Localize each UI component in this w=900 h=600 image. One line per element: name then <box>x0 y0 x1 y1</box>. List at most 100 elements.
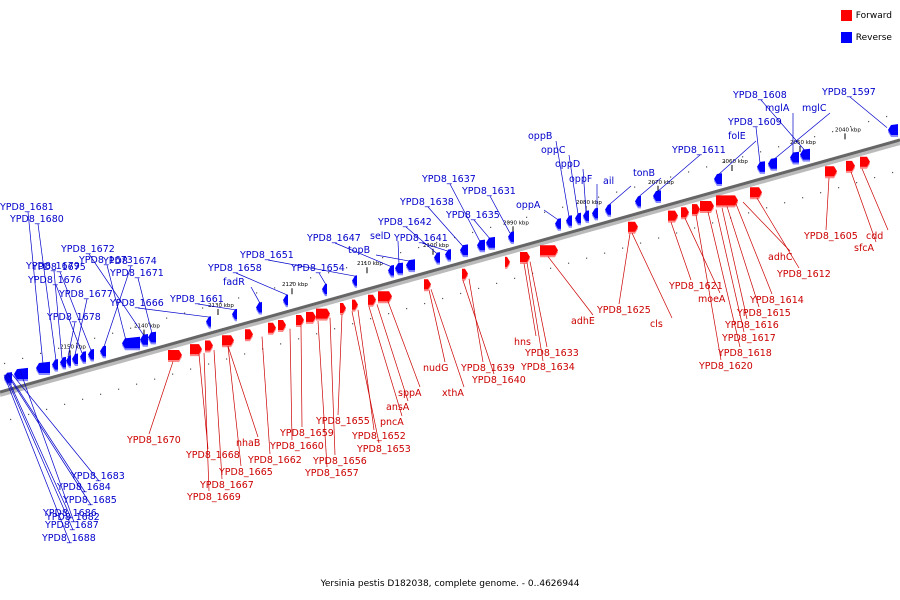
gene-label-reverse: YPD8_1666 <box>109 298 164 309</box>
forward-gene <box>352 299 358 310</box>
guide-dot <box>526 216 528 218</box>
gene-label-forward: YPD8_1639 <box>460 363 515 374</box>
gene-label-forward: cdd <box>866 231 883 242</box>
leader-line <box>397 240 400 265</box>
tick-label: 2060 kbp <box>722 159 748 165</box>
gene-label-reverse: YPD8_1638 <box>399 197 454 208</box>
leader-line <box>27 211 44 364</box>
gene-label-reverse: YPD8_1671 <box>109 268 164 279</box>
tick-label: 2120 kbp <box>282 282 308 288</box>
guide-dot <box>352 323 354 325</box>
forward-gene <box>540 245 558 256</box>
guide-dot <box>346 267 348 269</box>
reverse-gene <box>583 210 589 221</box>
reverse-gene <box>508 231 514 242</box>
guide-dot <box>472 231 474 234</box>
tick-label: 2090 kbp <box>503 220 529 226</box>
guide-dot <box>136 383 138 385</box>
gene-label-forward: YPD8_1633 <box>524 348 579 359</box>
reverse-gene <box>790 151 799 163</box>
tick-label: 2070 kbp <box>648 180 674 186</box>
gene-label-reverse: YPD8_1608 <box>732 90 787 101</box>
leader-line <box>337 314 343 416</box>
reverse-gene <box>757 161 765 172</box>
reverse-gene <box>256 302 262 313</box>
leader-line <box>103 265 132 347</box>
leader-line <box>387 301 421 388</box>
gene-label-reverse: YPD8_1681 <box>0 202 54 213</box>
reverse-gene <box>52 359 58 370</box>
guide-dot <box>694 227 696 229</box>
guide-dot <box>148 322 150 324</box>
forward-gene <box>462 268 468 279</box>
reverse-gene <box>460 244 468 256</box>
leader-line <box>695 215 722 361</box>
guide-dot <box>838 187 840 189</box>
forward-gene <box>520 252 530 262</box>
gene-label-forward: YPD8_1652 <box>351 431 406 442</box>
guide-dot <box>82 398 84 400</box>
leader-line <box>3 374 71 544</box>
guide-dot <box>868 120 870 123</box>
gene-label-reverse: YPD8_1678 <box>46 312 101 323</box>
gene-label-forward: sfcA <box>854 243 875 254</box>
gene-label-forward: YPD8_1620 <box>698 361 753 372</box>
reverse-gene <box>653 190 661 201</box>
reverse-gene <box>66 355 71 366</box>
leader-line <box>721 207 748 320</box>
leader-line <box>334 242 392 267</box>
forward-gene <box>628 221 638 232</box>
reverse-gene <box>36 361 50 373</box>
guide-dot <box>658 237 660 239</box>
gene-label-forward: cls <box>650 319 663 330</box>
gene-label-reverse: YPD8_1677 <box>58 289 113 300</box>
guide-dot <box>568 262 570 264</box>
leader-line <box>53 270 63 359</box>
guide-dot <box>40 352 42 354</box>
leader-line <box>235 272 289 296</box>
reverse-gene <box>60 356 66 368</box>
leader-line <box>555 140 570 217</box>
leader-line <box>526 262 544 362</box>
reverse-gene <box>283 294 288 306</box>
gene-label-reverse: folE <box>728 131 746 142</box>
leader-line <box>670 222 692 281</box>
leader-line <box>267 259 357 277</box>
gene-label-reverse: mglC <box>802 103 827 114</box>
reverse-swatch <box>840 32 852 43</box>
guide-dot <box>130 327 132 329</box>
reverse-gene <box>635 195 641 207</box>
forward-gene <box>846 160 855 171</box>
guide-dot <box>514 277 516 279</box>
figure-caption: Yersinia pestis D182038, complete genome… <box>320 579 580 589</box>
guide-dot <box>586 257 588 259</box>
tick-label: 2130 kbp <box>208 303 234 309</box>
gene-label-reverse: YPD8_1685 <box>62 495 117 506</box>
guide-dot <box>892 171 894 174</box>
leader-line <box>717 140 757 176</box>
leader-line <box>529 261 548 348</box>
leader-line <box>59 271 92 351</box>
forward-gene <box>700 201 714 211</box>
forward-gene <box>268 322 276 333</box>
guide-dot <box>508 221 510 223</box>
guide-dot <box>202 307 204 309</box>
guide-dot <box>604 252 606 254</box>
gene-label-reverse: YPD8_1635 <box>445 210 500 221</box>
guide-dot <box>418 246 420 249</box>
leader-line <box>735 203 773 295</box>
gene-label-reverse: YPD8_1673 <box>78 255 133 266</box>
leader-line <box>428 289 446 363</box>
reverse-gene <box>714 173 722 184</box>
guide-dot <box>856 182 858 184</box>
guide-dot <box>298 338 300 340</box>
reverse-gene <box>888 124 898 135</box>
leader-line <box>357 309 375 431</box>
gene-label-reverse: oppD <box>555 159 580 170</box>
reverse-gene <box>352 275 357 286</box>
guide-dot <box>442 297 444 300</box>
guide-dot <box>760 151 762 153</box>
tick-label: 2040 kbp <box>835 127 861 133</box>
forward-gene <box>505 256 510 267</box>
